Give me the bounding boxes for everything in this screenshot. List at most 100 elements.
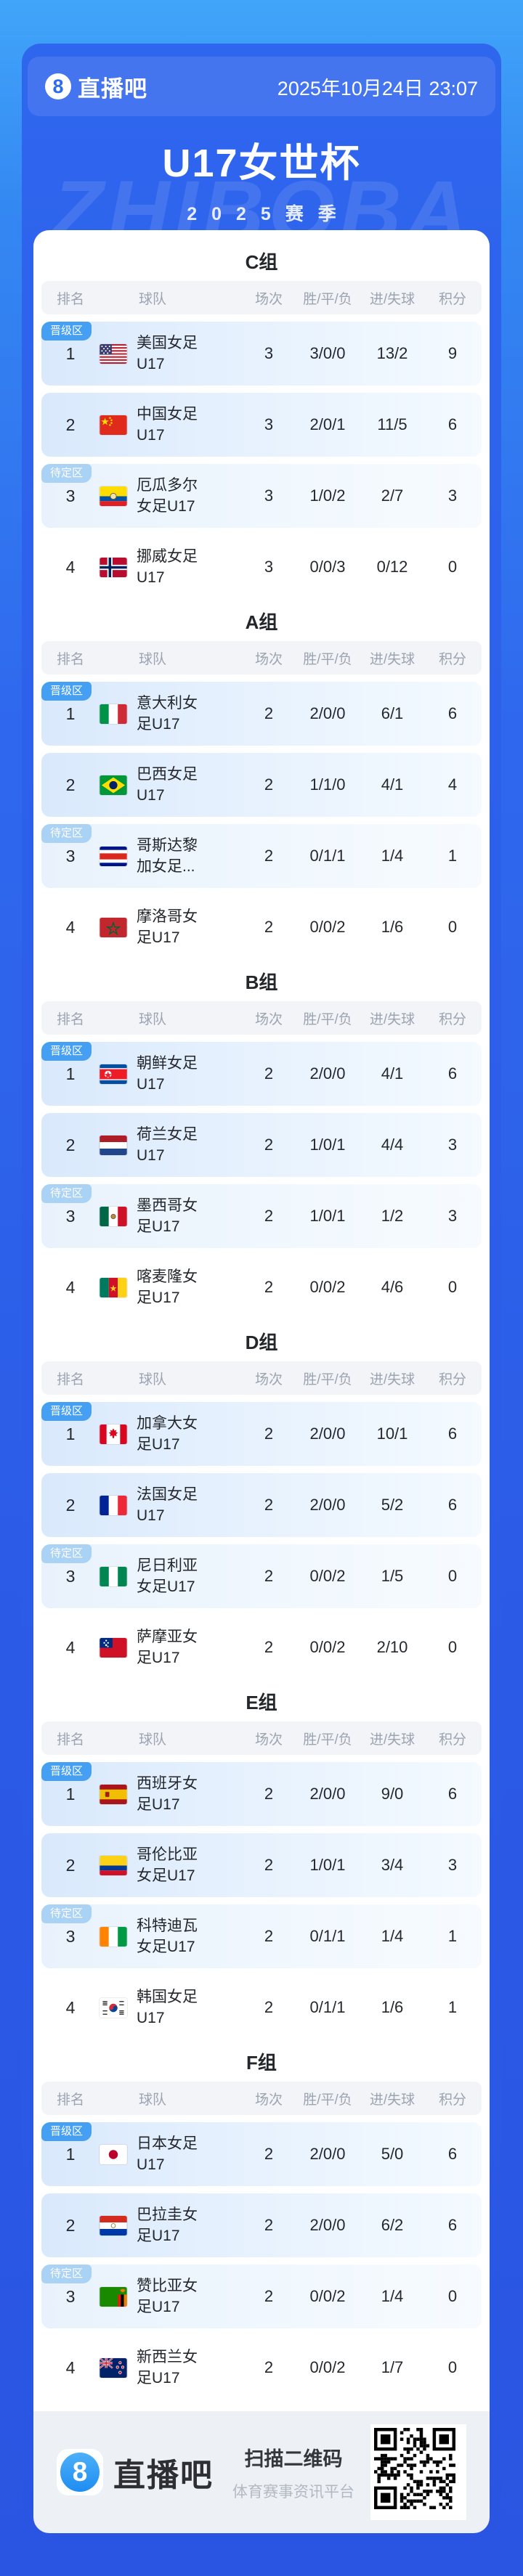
rank-value: 4 (65, 1277, 76, 1297)
watermark-text: ZHIBOBA (51, 163, 472, 230)
header-points: 积分 (438, 1371, 466, 1387)
zone-badge: 待定区 (41, 1544, 92, 1563)
played-value: 2 (264, 1424, 274, 1443)
team-flag-icon (100, 2286, 127, 2307)
points-value: 0 (447, 1638, 458, 1656)
team-name: 中国女足U17 (137, 406, 198, 444)
table-row: 待定区 3 哥斯达黎加女足... 2 0/1/1 1/4 1 (41, 824, 482, 888)
played-value: 2 (264, 2145, 274, 2163)
zhibo8-brand: 8 直播吧 (45, 70, 147, 103)
goals-value: 1/6 (381, 1998, 404, 2016)
team-name: 新西兰女足U17 (137, 2349, 198, 2387)
team-cell: 哥伦比亚女足U17 (100, 1844, 243, 1886)
wdl-value: 2/0/0 (309, 1785, 346, 1803)
zone-badge: 晋级区 (41, 1402, 92, 1421)
header-rank: 排名 (56, 2092, 84, 2108)
rank-value: 4 (65, 557, 76, 576)
rank-value: 1 (65, 343, 76, 363)
rank-cell: 晋级区 1 (41, 1042, 100, 1084)
team-name: 朝鲜女足U17 (137, 1055, 198, 1093)
wdl-value: 1/0/2 (309, 486, 346, 505)
played-value: 2 (264, 1207, 274, 1225)
team-flag-icon (100, 2357, 127, 2378)
rank-cell: 4 (41, 2358, 100, 2378)
points-value: 0 (447, 1567, 458, 1585)
points-value: 3 (447, 1136, 458, 1154)
table-row: 晋级区 1 朝鲜女足U17 2 2/0/0 4/1 6 (41, 1042, 482, 1106)
rank-cell: 晋级区 1 (41, 322, 100, 364)
rank-value: 2 (65, 2215, 76, 2235)
team-cell: 法国女足U17 (100, 1484, 243, 1526)
wdl-value: 2/0/0 (309, 1424, 346, 1443)
points-value: 1 (447, 847, 458, 865)
team-name: 加拿大女足U17 (137, 1415, 198, 1453)
table-rows: 晋级区 1 西班牙女足U17 2 2/0/0 9/0 6 2 哥伦比亚女足U17… (41, 1762, 482, 2039)
group-title: F组 (246, 2052, 277, 2074)
team-flag-icon (100, 1495, 127, 1515)
qr-title: 扫描二维码 (244, 2447, 343, 2470)
played-value: 2 (264, 704, 274, 722)
team-cell: 新西兰女足U17 (100, 2347, 243, 2389)
wdl-value: 3/0/0 (309, 344, 346, 362)
group-section: E组 排名 球队 场次 胜/平/负 进/失球 积分 晋级区 1 西班牙女足U17… (41, 1690, 482, 2039)
team-name: 西班牙女足U17 (137, 1775, 198, 1813)
played-value: 2 (264, 1278, 274, 1296)
standings-panel: C组 排名 球队 场次 胜/平/负 进/失球 积分 晋级区 1 美国女足U17 … (33, 230, 490, 2411)
goals-value: 1/4 (381, 1927, 404, 1945)
team-name: 哥伦比亚女足U17 (137, 1846, 198, 1884)
team-cell: 韩国女足U17 (100, 1986, 243, 2029)
points-value: 6 (447, 1785, 458, 1803)
wdl-value: 0/1/1 (309, 1927, 346, 1945)
brand-name: 直播吧 (78, 76, 147, 102)
wdl-value: 1/0/1 (309, 1856, 346, 1874)
rank-cell: 2 (41, 775, 100, 795)
goals-value: 6/1 (381, 704, 404, 722)
rank-cell: 待定区 3 (41, 1184, 100, 1226)
points-value: 1 (447, 1998, 458, 2016)
wdl-value: 0/0/2 (309, 1567, 346, 1585)
rank-cell: 4 (41, 1278, 100, 1297)
header-points: 积分 (438, 1011, 466, 1027)
team-flag-icon (100, 486, 127, 506)
rank-cell: 4 (41, 558, 100, 577)
zone-badge: 晋级区 (41, 682, 92, 701)
header-points: 积分 (438, 651, 466, 667)
wdl-value: 2/0/0 (309, 1064, 346, 1083)
played-value: 3 (264, 558, 274, 576)
header-goals: 进/失球 (369, 1732, 415, 1748)
team-name: 荷兰女足U17 (137, 1126, 198, 1164)
team-name: 厄瓜多尔女足U17 (137, 477, 198, 515)
wdl-value: 0/0/3 (309, 558, 346, 576)
wdl-value: 2/0/0 (309, 2145, 346, 2163)
team-name: 法国女足U17 (137, 1486, 198, 1524)
played-value: 2 (264, 1927, 274, 1945)
table-row: 晋级区 1 日本女足U17 2 2/0/0 5/0 6 (41, 2122, 482, 2186)
rank-value: 3 (65, 486, 76, 505)
team-flag-icon (100, 415, 127, 435)
rank-cell: 晋级区 1 (41, 1762, 100, 1804)
card-header: 8 直播吧 2025年10月24日 23:07 ZHIBOBA U17女世杯 2… (22, 44, 501, 230)
team-flag-icon (100, 343, 127, 364)
rank-value: 2 (65, 775, 76, 794)
table-row: 4 萨摩亚女足U17 2 0/0/2 2/10 0 (41, 1615, 482, 1679)
goals-value: 4/4 (381, 1136, 404, 1154)
points-value: 1 (447, 1927, 458, 1945)
played-value: 2 (264, 2216, 274, 2234)
header-wdl: 胜/平/负 (303, 291, 352, 307)
team-cell: 巴拉圭女足U17 (100, 2204, 243, 2246)
team-name: 意大利女足U17 (137, 695, 198, 733)
rank-cell: 晋级区 1 (41, 1402, 100, 1444)
wdl-value: 1/1/0 (309, 775, 346, 794)
table-row: 2 法国女足U17 2 2/0/0 5/2 6 (41, 1473, 482, 1537)
header-played: 场次 (254, 1011, 283, 1027)
team-name: 喀麦隆女足U17 (137, 1268, 198, 1306)
group-title: A组 (245, 611, 278, 633)
header-points: 积分 (438, 291, 466, 307)
rank-cell: 2 (41, 1136, 100, 1155)
header-rank: 排名 (56, 651, 84, 667)
team-cell: 萨摩亚女足U17 (100, 1626, 243, 1668)
team-flag-icon (100, 2215, 127, 2235)
wdl-value: 1/0/1 (309, 1207, 346, 1225)
table-header-row: 排名 球队 场次 胜/平/负 进/失球 积分 (41, 1361, 482, 1395)
rank-value: 4 (65, 1997, 76, 2017)
